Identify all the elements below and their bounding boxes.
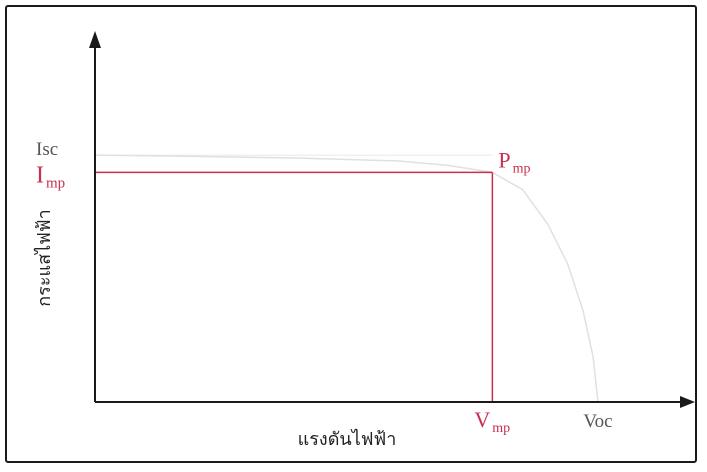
y-tick-label-isc-text: Isc [36,139,58,160]
point-label-pmp-text: P [498,147,510,172]
y-axis-arrow-icon [89,31,101,48]
y-tick-label-imp-subscript: mp [46,175,65,191]
figure-frame [5,5,697,463]
point-label-pmp-subscript: mp [513,161,531,176]
iv-curve-line [94,154,599,403]
x-axis-title: แรงดันไฟฟ้า [298,428,397,450]
x-tick-label-vmp-text: V [474,407,490,432]
x-axis-arrow-icon [680,396,695,408]
x-tick-label-vmp-subscript: mp [492,421,510,436]
y-tick-label-isc: Isc [36,139,58,160]
x-tick-label-voc: Voc [583,411,612,432]
y-tick-label-imp-text: I [36,162,44,188]
x-tick-label-voc-text: Voc [583,411,612,432]
y-axis-title: กระแสไฟฟ้า [33,209,55,306]
